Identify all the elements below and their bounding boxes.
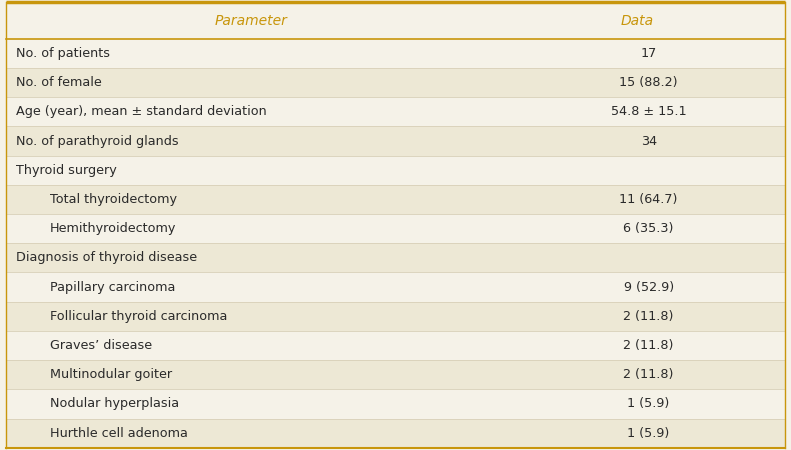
Bar <box>6 97 785 126</box>
Text: Thyroid surgery: Thyroid surgery <box>16 164 116 177</box>
Text: Follicular thyroid carcinoma: Follicular thyroid carcinoma <box>50 310 227 323</box>
Text: 17: 17 <box>641 47 657 60</box>
Bar <box>6 156 785 185</box>
Text: Age (year), mean ± standard deviation: Age (year), mean ± standard deviation <box>16 105 267 118</box>
Text: No. of parathyroid glands: No. of parathyroid glands <box>16 135 179 148</box>
Text: 11 (64.7): 11 (64.7) <box>619 193 678 206</box>
Text: Data: Data <box>621 14 654 27</box>
Text: 1 (5.9): 1 (5.9) <box>627 397 670 410</box>
Bar <box>6 360 785 389</box>
Bar <box>6 2 785 39</box>
Text: Total thyroidectomy: Total thyroidectomy <box>50 193 177 206</box>
Bar <box>6 418 785 448</box>
Text: 34: 34 <box>641 135 657 148</box>
Bar <box>6 389 785 418</box>
Bar <box>6 331 785 360</box>
Text: 2 (11.8): 2 (11.8) <box>623 368 674 381</box>
Text: 2 (11.8): 2 (11.8) <box>623 310 674 323</box>
Text: 9 (52.9): 9 (52.9) <box>623 281 674 293</box>
Text: 6 (35.3): 6 (35.3) <box>623 222 674 235</box>
Text: Hemithyroidectomy: Hemithyroidectomy <box>50 222 176 235</box>
Text: Diagnosis of thyroid disease: Diagnosis of thyroid disease <box>16 252 197 264</box>
Bar <box>6 39 785 68</box>
Text: 2 (11.8): 2 (11.8) <box>623 339 674 352</box>
Text: 15 (88.2): 15 (88.2) <box>619 76 678 89</box>
Bar <box>6 68 785 97</box>
Text: Graves’ disease: Graves’ disease <box>50 339 152 352</box>
Text: 1 (5.9): 1 (5.9) <box>627 427 670 440</box>
Text: No. of patients: No. of patients <box>16 47 110 60</box>
Text: Papillary carcinoma: Papillary carcinoma <box>50 281 176 293</box>
Text: Multinodular goiter: Multinodular goiter <box>50 368 172 381</box>
Text: 54.8 ± 15.1: 54.8 ± 15.1 <box>611 105 687 118</box>
Bar <box>6 302 785 331</box>
Text: Nodular hyperplasia: Nodular hyperplasia <box>50 397 179 410</box>
Text: No. of female: No. of female <box>16 76 101 89</box>
Text: Hurthle cell adenoma: Hurthle cell adenoma <box>50 427 187 440</box>
Bar <box>6 214 785 243</box>
Text: Parameter: Parameter <box>215 14 288 27</box>
Bar <box>6 126 785 156</box>
Bar <box>6 273 785 302</box>
Bar <box>6 185 785 214</box>
Bar <box>6 243 785 273</box>
